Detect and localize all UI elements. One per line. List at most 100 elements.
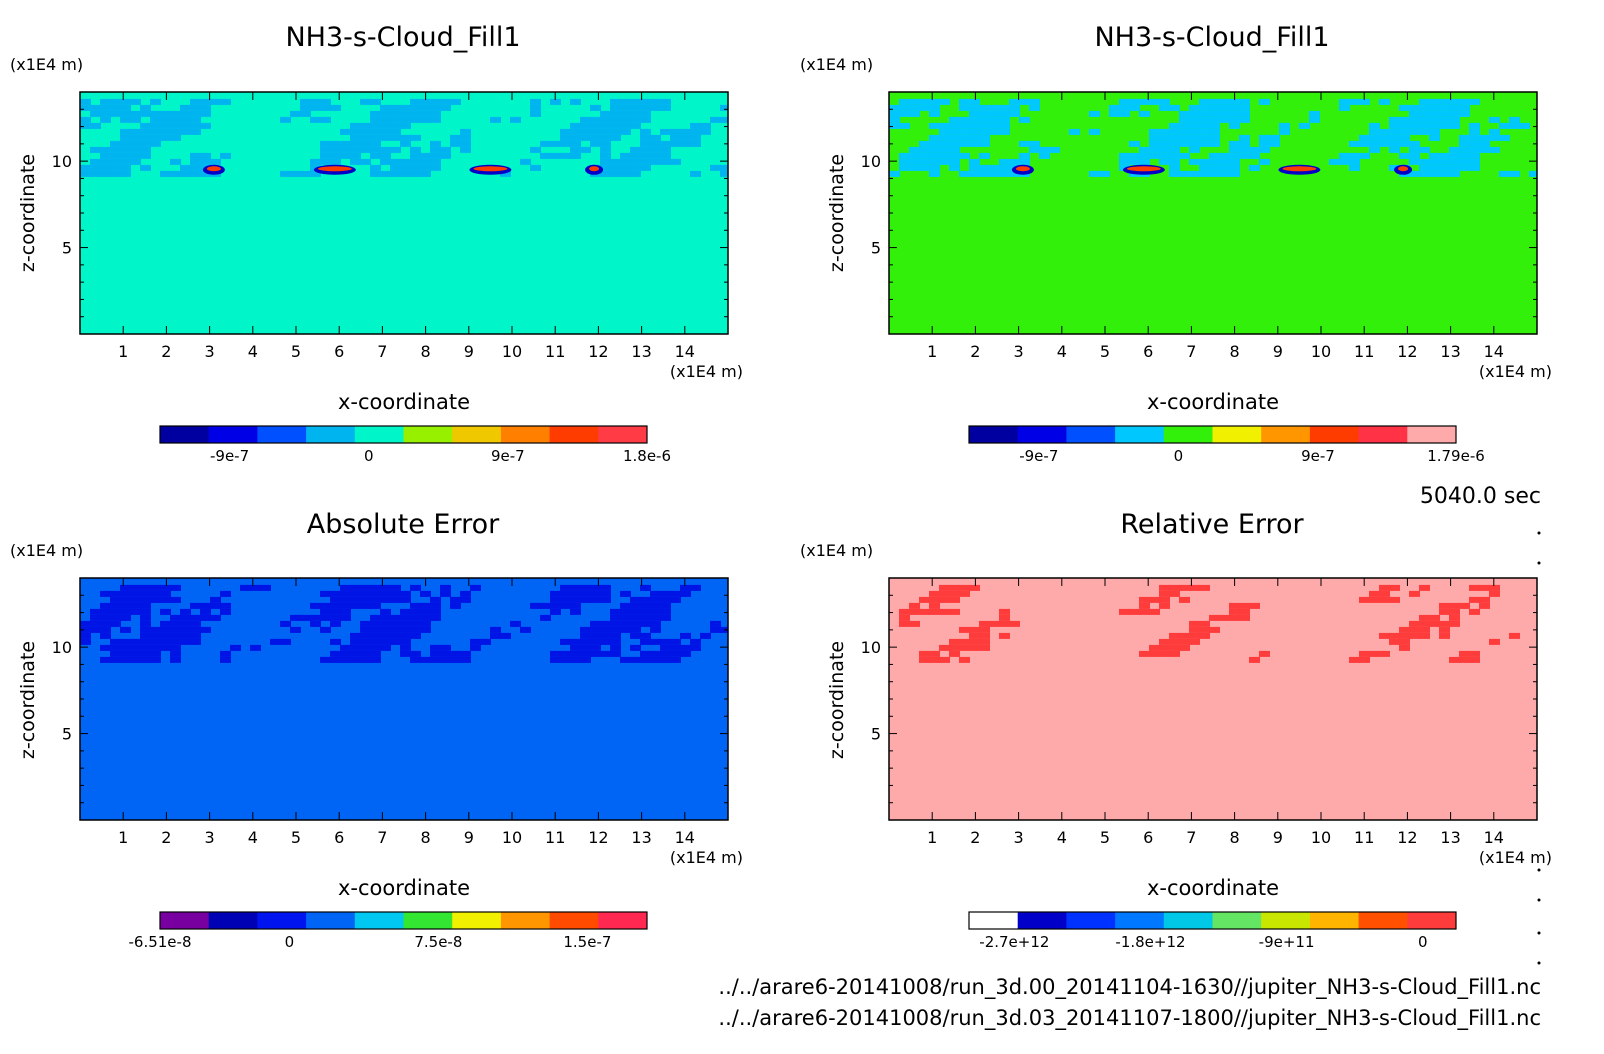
cloud-cell <box>360 128 371 135</box>
cloud-cell <box>969 170 980 177</box>
cloud-cell <box>360 638 371 645</box>
cloud-cell <box>120 596 131 603</box>
z-unit-label: (x1E4 m) <box>10 541 83 560</box>
cloud-cell <box>1179 644 1190 651</box>
cloud-cell <box>220 608 231 615</box>
cloud-cell <box>949 122 960 129</box>
cloud-cell <box>110 164 121 171</box>
cloud-cell <box>610 134 621 141</box>
cloud-cell <box>390 638 401 645</box>
cloud-cell <box>1189 134 1200 141</box>
z-axis-label: z-coordinate <box>826 641 848 759</box>
cloud-cell <box>1409 110 1420 117</box>
cloud-cell <box>80 632 91 639</box>
cloud-cell <box>620 98 631 105</box>
cloud-cell <box>1409 170 1420 177</box>
x-tick-labels: 1 2 3 4 5 6 7 8 9 10 11 12 13 14 <box>927 342 1504 361</box>
cloud-cell <box>1389 164 1400 171</box>
cloud-cell <box>170 644 181 651</box>
cloud-cell <box>620 602 631 609</box>
panel-absolute-error: Absolute Error (x1E4 m) 1 2 3 4 5 6 7 8 9 10 11 12 1… <box>10 509 743 951</box>
cloud-cell <box>370 584 381 591</box>
cloud-cell <box>550 608 561 615</box>
cloud-cell <box>909 104 920 111</box>
cloud-cell <box>140 590 151 597</box>
cloud-cell <box>1179 638 1190 645</box>
cloud-cell <box>370 116 381 123</box>
cloud-cell <box>959 134 970 141</box>
cloud-cell <box>1489 584 1500 591</box>
cloud-cell <box>390 128 401 135</box>
cloud-cell <box>370 638 381 645</box>
cloud-cell <box>560 650 571 657</box>
cloud-cell <box>1409 140 1420 147</box>
x-tick-label: 3 <box>205 342 215 361</box>
cloud-cell <box>1199 122 1210 129</box>
cloud-cell <box>1169 122 1180 129</box>
cloud-cell <box>550 590 561 597</box>
cloud-cell <box>969 104 980 111</box>
cloud-cell <box>1009 98 1020 105</box>
cloud-cell <box>1439 122 1450 129</box>
cloud-cell <box>650 152 661 159</box>
cloud-cell <box>1229 608 1240 615</box>
x-tick-label: 13 <box>1440 828 1460 847</box>
y-tick-label: 10 <box>861 638 881 657</box>
cloud-cell <box>959 128 970 135</box>
cloud-cell <box>979 128 990 135</box>
colorbar <box>159 911 648 930</box>
cloud-cell <box>1389 122 1400 129</box>
cloud-cell <box>1259 158 1270 165</box>
cloud-cell <box>280 116 291 123</box>
cloud-cell <box>380 632 391 639</box>
colorbar-swatch <box>306 912 356 929</box>
cloud-cell <box>610 632 621 639</box>
cloud-cell <box>280 638 291 645</box>
cloud-cell <box>570 128 581 135</box>
cloud-cell <box>1479 584 1490 591</box>
cloud-cell <box>1199 632 1210 639</box>
cloud-cell <box>670 590 681 597</box>
x-axis-label: x-coordinate <box>338 390 470 414</box>
cloud-cell <box>430 104 441 111</box>
cloud-cell <box>540 140 551 147</box>
cloud-cell <box>100 164 111 171</box>
x-tick-label: 12 <box>588 828 608 847</box>
cloud-cell <box>440 98 451 105</box>
cloud-cell <box>1139 596 1150 603</box>
cloud-cell <box>150 644 161 651</box>
cloud-cell <box>140 638 151 645</box>
cloud-cell <box>1239 146 1250 153</box>
colorbar-tick-label: 1.5e-7 <box>563 933 611 951</box>
cloud-cell <box>340 644 351 651</box>
x-tick-label: 4 <box>248 828 258 847</box>
cloud-cell <box>1459 656 1470 663</box>
plot-frame <box>79 91 729 335</box>
cloud-cell <box>410 146 421 153</box>
cloud-cell <box>1459 164 1470 171</box>
cloud-cell <box>919 98 930 105</box>
cloud-cell <box>610 110 621 117</box>
cloud-core-peak <box>317 166 352 172</box>
cloud-cell <box>360 158 371 165</box>
cloud-cell <box>909 608 920 615</box>
cloud-cell <box>340 614 351 621</box>
cloud-cell <box>999 170 1010 177</box>
cloud-cell <box>1199 98 1210 105</box>
cloud-cell <box>550 656 561 663</box>
cloud-cell <box>360 650 371 657</box>
cloud-cell <box>150 656 161 663</box>
x-tick-labels: 1 2 3 4 5 6 7 8 9 10 11 12 13 14 <box>118 828 695 847</box>
cloud-cell <box>1499 134 1510 141</box>
cloud-cell <box>1179 596 1190 603</box>
cloud-cell <box>600 632 611 639</box>
cloud-cell <box>1389 134 1400 141</box>
cloud-cell <box>160 128 171 135</box>
x-tick-label: 7 <box>1186 828 1196 847</box>
cloud-cell <box>630 122 641 129</box>
cloud-cell <box>700 632 711 639</box>
cloud-cell <box>949 638 960 645</box>
cloud-cell <box>90 158 101 165</box>
cloud-cell <box>1379 140 1390 147</box>
cloud-cell <box>1229 170 1240 177</box>
